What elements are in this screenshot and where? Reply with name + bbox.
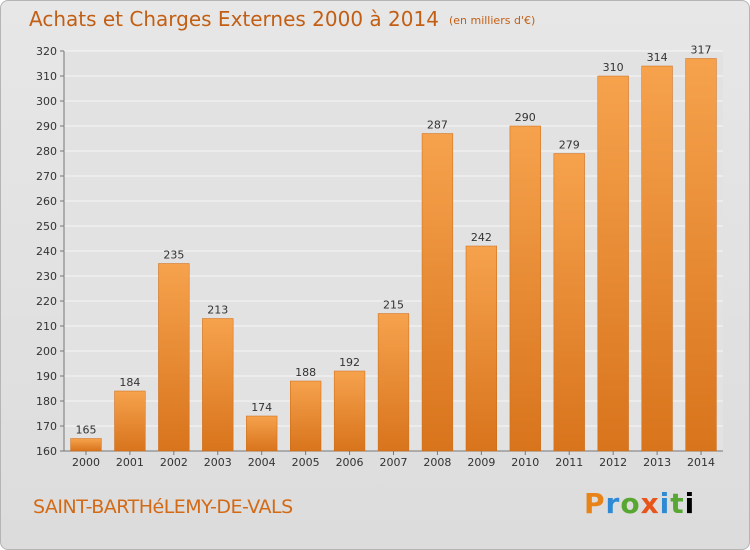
bar <box>685 58 717 452</box>
bar <box>377 313 410 452</box>
data-label: 314 <box>647 51 668 64</box>
y-tick-label: 310 <box>36 70 57 83</box>
data-label: 188 <box>295 366 316 379</box>
bar <box>202 318 234 452</box>
x-tick-label: 2008 <box>423 456 451 469</box>
x-tick-label: 2006 <box>336 456 364 469</box>
data-label: 290 <box>515 111 536 124</box>
bar <box>465 245 497 452</box>
x-tick-label: 2010 <box>511 456 539 469</box>
proxiti-logo: Proxiti <box>584 487 696 520</box>
data-label: 192 <box>339 356 360 369</box>
y-tick-label: 220 <box>36 295 57 308</box>
y-tick-label: 240 <box>36 245 57 258</box>
data-label: 235 <box>163 249 184 262</box>
y-tick-label: 160 <box>36 445 57 458</box>
x-tick-label: 2012 <box>599 456 627 469</box>
y-tick-label: 200 <box>36 345 57 358</box>
bar <box>509 125 541 452</box>
x-tick-label: 2005 <box>292 456 320 469</box>
y-tick-label: 190 <box>36 370 57 383</box>
data-label: 213 <box>207 304 228 317</box>
data-label: 165 <box>75 424 96 437</box>
x-tick-label: 2002 <box>160 456 188 469</box>
data-label: 287 <box>427 119 448 132</box>
bar <box>553 153 585 452</box>
bar <box>597 75 629 452</box>
data-label: 174 <box>251 401 272 414</box>
bar <box>158 263 190 452</box>
x-tick-label: 2011 <box>555 456 583 469</box>
y-tick-label: 180 <box>36 395 57 408</box>
y-tick-label: 250 <box>36 220 57 233</box>
y-tick-label: 210 <box>36 320 57 333</box>
x-tick-label: 2001 <box>116 456 144 469</box>
chart-unit: (en milliers d'€) <box>448 14 536 27</box>
data-label: 310 <box>603 61 624 74</box>
data-label: 184 <box>119 376 140 389</box>
y-tick-label: 270 <box>36 170 57 183</box>
bar <box>290 380 322 452</box>
chart-title-text: Achats et Charges Externes 2000 à 2014 <box>29 7 439 31</box>
x-tick-label: 2009 <box>467 456 495 469</box>
x-tick-label: 2014 <box>687 456 715 469</box>
y-tick-label: 230 <box>36 270 57 283</box>
bar <box>641 65 673 452</box>
x-tick-label: 2007 <box>380 456 408 469</box>
bar <box>246 415 278 452</box>
y-tick-label: 280 <box>36 145 57 158</box>
bar <box>114 390 146 452</box>
data-label: 317 <box>691 44 712 57</box>
bar <box>333 370 366 452</box>
bar <box>70 438 102 452</box>
y-tick-label: 260 <box>36 195 57 208</box>
commune-name: SAINT-BARTHéLEMY-DE-VALS <box>33 496 293 518</box>
data-label: 242 <box>471 231 492 244</box>
y-tick-label: 290 <box>36 120 57 133</box>
bar <box>421 133 454 452</box>
y-tick-label: 300 <box>36 95 57 108</box>
data-label: 279 <box>559 139 580 152</box>
x-tick-label: 2003 <box>204 456 232 469</box>
y-tick-label: 170 <box>36 420 57 433</box>
x-tick-label: 2000 <box>72 456 100 469</box>
x-tick-label: 2004 <box>248 456 276 469</box>
y-tick-label: 320 <box>36 45 57 58</box>
data-label: 215 <box>383 299 404 312</box>
x-tick-label: 2013 <box>643 456 671 469</box>
chart-title: Achats et Charges Externes 2000 à 2014 (e… <box>29 7 535 31</box>
